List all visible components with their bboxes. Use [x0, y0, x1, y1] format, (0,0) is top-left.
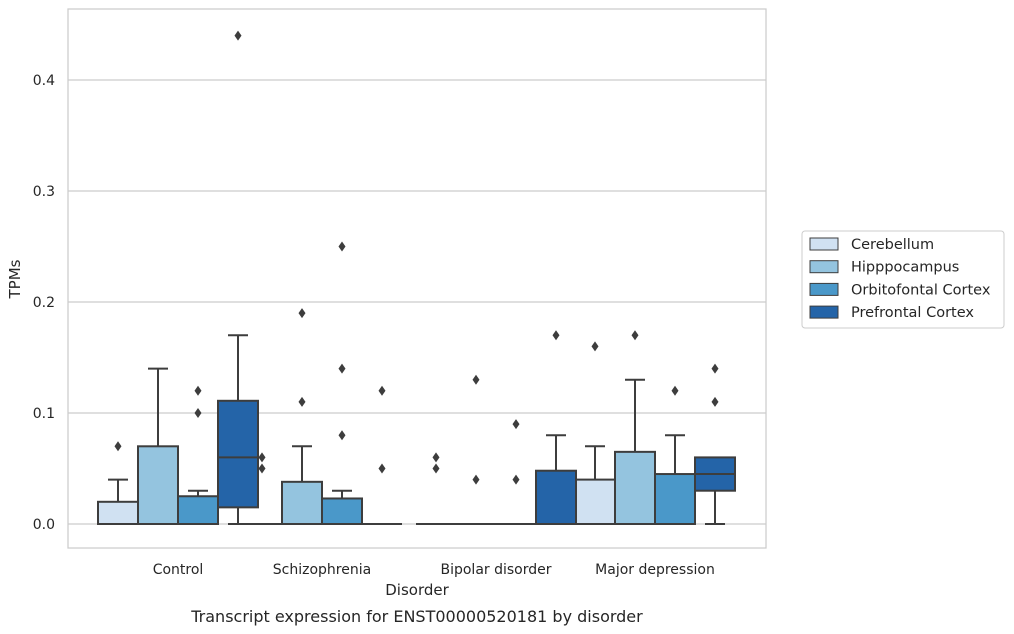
box-body	[177, 495, 219, 525]
x-tick-label: Major depression	[595, 562, 715, 578]
y-axis-ticks: 0.0 0.1 0.2 0.3 0.4	[33, 73, 55, 533]
legend-label: Hipppocampus	[851, 260, 959, 276]
box-orbitofontal-cortex	[177, 385, 219, 525]
y-tick-label: 0.3	[33, 184, 55, 200]
x-tick-label: Control	[153, 562, 204, 578]
legend: Cerebellum Hipppocampus Orbitofontal Corte…	[801, 230, 1005, 329]
box-prefrontal-cortex	[217, 30, 259, 525]
y-tick-label: 0.0	[33, 517, 55, 533]
outlier-point	[671, 385, 679, 396]
outlier-point	[114, 441, 122, 452]
legend-swatch	[809, 282, 839, 296]
box-body	[137, 445, 179, 525]
box-body	[614, 450, 656, 526]
box-body	[217, 399, 259, 509]
y-tick-label: 0.4	[33, 73, 55, 89]
outlier-point	[298, 396, 306, 407]
legend-frame	[801, 230, 1005, 329]
box-layer	[97, 30, 736, 526]
outlier-point	[194, 408, 202, 418]
box-cerebellum	[416, 452, 456, 525]
box-hipppocampus	[281, 308, 323, 526]
legend-label: Cerebellum	[851, 237, 934, 253]
outlier-point	[298, 308, 306, 319]
box-body	[574, 478, 616, 526]
outlier-point	[194, 385, 202, 396]
outlier-point	[472, 374, 480, 385]
box-prefrontal-cortex	[694, 363, 736, 525]
box-body	[97, 500, 139, 525]
outlier-point	[512, 419, 520, 430]
outlier-point	[258, 452, 266, 463]
plot-frame	[67, 8, 767, 549]
outlier-point	[338, 363, 346, 374]
box-body	[281, 480, 323, 526]
box-orbitofontal-cortex	[321, 241, 363, 526]
box-prefrontal-cortex	[535, 330, 577, 525]
outlier-point	[378, 385, 386, 396]
outlier-point	[591, 341, 599, 352]
y-axis-label: TPMs	[6, 259, 24, 299]
box-cerebellum	[574, 341, 616, 526]
box-hipppocampus	[137, 367, 179, 525]
x-tick-label: Schizophrenia	[273, 562, 371, 578]
y-tick-label: 0.2	[33, 295, 55, 311]
x-axis-ticks: Control Schizophrenia Bipolar disorder Majo…	[153, 562, 715, 578]
legend-swatch	[809, 260, 839, 274]
box-body	[535, 469, 577, 525]
outlier-point	[711, 363, 719, 374]
legend-swatch	[809, 305, 839, 319]
outlier-point	[552, 330, 560, 341]
box-cerebellum	[97, 441, 139, 525]
outlier-point	[512, 474, 520, 485]
outlier-point	[378, 463, 386, 474]
x-axis-label: Disorder	[385, 581, 449, 599]
box-cerebellum	[242, 452, 282, 525]
outlier-point	[472, 474, 480, 485]
outlier-point	[338, 241, 346, 252]
outlier-point	[432, 452, 440, 463]
outlier-point	[338, 430, 346, 441]
legend-label: Prefrontal Cortex	[851, 305, 974, 321]
outlier-point	[711, 396, 719, 407]
legend-label: Orbitofontal Cortex	[851, 282, 991, 298]
chart-caption: Transcript expression for ENST0000052018…	[190, 607, 643, 626]
outlier-point	[631, 330, 639, 341]
box-orbitofontal-cortex	[496, 419, 536, 525]
y-tick-label: 0.1	[33, 406, 55, 422]
legend-swatch	[809, 237, 839, 251]
outlier-point	[432, 463, 440, 474]
outlier-point	[234, 30, 242, 41]
x-tick-label: Bipolar disorder	[440, 562, 551, 578]
box-body	[321, 497, 363, 526]
box-orbitofontal-cortex	[654, 385, 696, 525]
box-body	[654, 473, 696, 525]
box-prefrontal-cortex	[362, 385, 402, 525]
box-hipppocampus	[614, 330, 656, 526]
outlier-point	[258, 463, 266, 474]
box-hipppocampus	[456, 374, 496, 525]
